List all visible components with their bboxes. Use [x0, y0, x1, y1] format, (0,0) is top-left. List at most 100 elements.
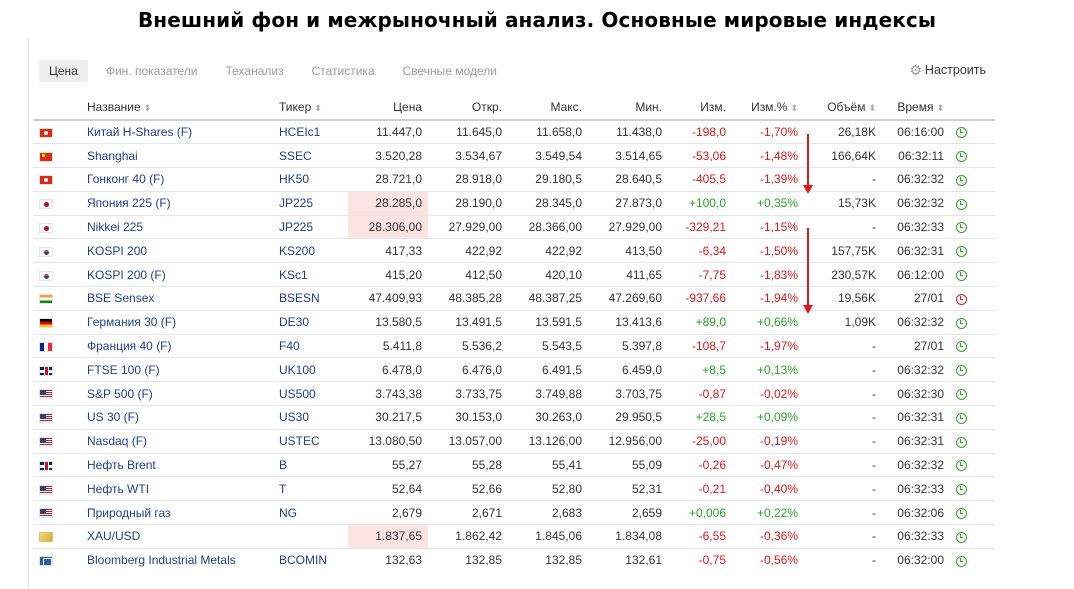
instrument-name-link[interactable]: Китай H-Shares (F)	[81, 119, 273, 144]
volume-cell: 15,73K	[804, 190, 882, 216]
ticker-link[interactable]: SSEC	[273, 143, 348, 168]
tab-tech-analysis[interactable]: Теханализ	[225, 64, 284, 78]
instrument-name-link[interactable]: Nasdaq (F)	[81, 428, 273, 454]
time-cell: 06:12:00	[882, 262, 950, 287]
ticker-link[interactable]	[273, 524, 348, 549]
instrument-name-link[interactable]: Природный газ	[81, 500, 273, 525]
change-cell: -7,75	[668, 262, 732, 287]
instrument-name-link[interactable]: BSE Sensex	[81, 286, 273, 311]
instrument-name-link[interactable]: Германия 30 (F)	[81, 309, 273, 335]
table-row[interactable]: S&P 500 (F) US500 3.743,38 3.733,75 3.749,88…	[33, 381, 995, 406]
ticker-link[interactable]: DE30	[273, 309, 348, 335]
clock-icon	[956, 198, 967, 210]
instrument-name-link[interactable]: S&P 500 (F)	[81, 381, 273, 406]
table-row[interactable]: BSE Sensex BSESN 47.409,93 48.385,28 48.387,…	[33, 286, 995, 311]
ticker-link[interactable]: NG	[273, 500, 348, 525]
tab-price[interactable]: Цена	[39, 60, 88, 82]
ticker-link[interactable]: BSESN	[273, 286, 348, 311]
status-cell	[950, 262, 995, 287]
ticker-link[interactable]: JP225	[273, 214, 348, 239]
status-cell	[950, 333, 995, 358]
change-cell: -329,21	[668, 214, 732, 239]
table-row[interactable]: US 30 (F) US30 30.217,5 30.153,0 30.263,0 29.…	[33, 405, 995, 430]
table-row[interactable]: KOSPI 200 KS200 417,33 422,92 422,92 413,50 -6…	[33, 238, 995, 263]
table-row[interactable]: FTSE 100 (F) UK100 6.478,0 6.476,0 6.491,5 6.…	[33, 357, 995, 382]
instrument-name-link[interactable]: XAU/USD	[81, 524, 273, 549]
column-header-low[interactable]: Мин.	[635, 99, 662, 114]
instrument-name-link[interactable]: Shanghai	[81, 143, 273, 168]
ticker-link[interactable]: UK100	[273, 357, 348, 382]
low-cell: 3.703,75	[588, 381, 668, 406]
column-header-name[interactable]: Название ⬍	[87, 99, 152, 114]
table-row[interactable]: Франция 40 (F) F40 5.411,8 5.536,2 5.543,5 5.…	[33, 333, 995, 358]
ticker-link[interactable]: B	[273, 452, 348, 477]
table-row[interactable]: Германия 30 (F) DE30 13.580,5 13.491,5 13.59…	[33, 309, 995, 335]
instrument-name-link[interactable]: US 30 (F)	[81, 405, 273, 430]
column-header-time[interactable]: Время ⬍	[897, 99, 944, 114]
table-row[interactable]: Природный газ NG 2,679 2,671 2,683 2,659 +0,00…	[33, 500, 995, 525]
ticker-link[interactable]: JP225	[273, 190, 348, 216]
instrument-name-link[interactable]: Гонконг 40 (F)	[81, 167, 273, 192]
tab-statistics[interactable]: Статистика	[311, 64, 375, 78]
instrument-name-link[interactable]: Нефть WTI	[81, 476, 273, 501]
volume-cell: 26,18K	[804, 119, 882, 144]
instrument-name-link[interactable]: FTSE 100 (F)	[81, 357, 273, 382]
japan-flag-icon	[39, 222, 53, 233]
flag-cell	[33, 262, 81, 287]
status-cell	[950, 500, 995, 525]
tab-fin-indicators[interactable]: Фин. показатели	[105, 64, 198, 78]
ticker-link[interactable]: KS200	[273, 238, 348, 263]
instrument-name-link[interactable]: KOSPI 200 (F)	[81, 262, 273, 287]
tab-candlestick-patterns[interactable]: Свечные модели	[402, 64, 497, 78]
column-header-high[interactable]: Макс.	[550, 99, 582, 114]
ticker-link[interactable]: BCOMIN	[273, 547, 348, 573]
open-cell: 1.862,42	[428, 524, 508, 549]
ticker-link[interactable]: US30	[273, 405, 348, 430]
table-row[interactable]: Nasdaq (F) USTEC 13.080,50 13.057,00 13.126,…	[33, 428, 995, 454]
ticker-link[interactable]: T	[273, 476, 348, 501]
table-row[interactable]: Shanghai SSEC 3.520,28 3.534,67 3.549,54 3.51…	[33, 143, 995, 168]
flag-cell	[33, 190, 81, 216]
ticker-link[interactable]: US500	[273, 381, 348, 406]
column-header-open[interactable]: Откр.	[471, 99, 502, 114]
table-row[interactable]: Bloomberg Industrial Metals BCOMIN 132,63 1…	[33, 547, 995, 573]
instrument-name-link[interactable]: Nikkei 225	[81, 214, 273, 239]
ticker-link[interactable]: HK50	[273, 167, 348, 192]
clock-icon	[956, 555, 967, 567]
column-header-change[interactable]: Изм.	[700, 99, 726, 114]
instrument-name-link[interactable]: Франция 40 (F)	[81, 333, 273, 358]
volume-cell: 166,64K	[804, 143, 882, 168]
table-row[interactable]: Китай H-Shares (F) HCEIc1 11.447,0 11.645,0…	[33, 119, 995, 144]
high-cell: 5.543,5	[508, 333, 588, 358]
instrument-name-link[interactable]: Нефть Brent	[81, 452, 273, 477]
column-header-volume[interactable]: Объём ⬍	[827, 99, 876, 114]
column-header-change-pct[interactable]: Изм.% ⬍	[751, 99, 798, 114]
instrument-name-link[interactable]: Япония 225 (F)	[81, 190, 273, 216]
column-header-price[interactable]: Цена	[393, 99, 422, 114]
open-cell: 2,671	[428, 500, 508, 525]
column-header-ticker[interactable]: Тикер ⬍	[279, 99, 322, 114]
table-row[interactable]: Нефть Brent B 55,27 55,28 55,41 55,09 -0,26 -0,…	[33, 452, 995, 477]
ticker-link[interactable]: USTEC	[273, 428, 348, 454]
status-cell	[950, 476, 995, 501]
instrument-name-link[interactable]: Bloomberg Industrial Metals	[81, 547, 273, 573]
instrument-name-link[interactable]: KOSPI 200	[81, 238, 273, 263]
time-cell: 06:32:31	[882, 238, 950, 263]
flag-cell	[33, 119, 81, 144]
table-row[interactable]: Нефть WTI T 52,64 52,66 52,80 52,31 -0,21 -0,40…	[33, 476, 995, 501]
time-cell: 06:32:32	[882, 452, 950, 477]
high-cell: 28.366,00	[508, 214, 588, 239]
table-row[interactable]: XAU/USD 1.837,65 1.862,42 1.845,06 1.834,08-…	[33, 524, 995, 549]
table-row[interactable]: KOSPI 200 (F) KSc1 415,20 412,50 420,10 411,6…	[33, 262, 995, 287]
settings-button[interactable]: ⚙ Настроить	[909, 63, 986, 77]
change-pct-cell: -1,15%	[732, 214, 804, 239]
ticker-link[interactable]: KSc1	[273, 262, 348, 287]
table-row[interactable]: Nikkei 225 JP225 28.306,00 27.929,00 28.366,…	[33, 214, 995, 239]
ticker-link[interactable]: HCEIc1	[273, 119, 348, 144]
volume-cell: 230,57K	[804, 262, 882, 287]
ticker-link[interactable]: F40	[273, 333, 348, 358]
high-cell: 13.591,5	[508, 309, 588, 335]
table-row[interactable]: Гонконг 40 (F) HK50 28.721,0 28.918,0 29.180…	[33, 167, 995, 192]
table-row[interactable]: Япония 225 (F) JP225 28.285,0 28.190,0 28.34…	[33, 190, 995, 216]
price-cell: 132,63	[348, 547, 428, 573]
